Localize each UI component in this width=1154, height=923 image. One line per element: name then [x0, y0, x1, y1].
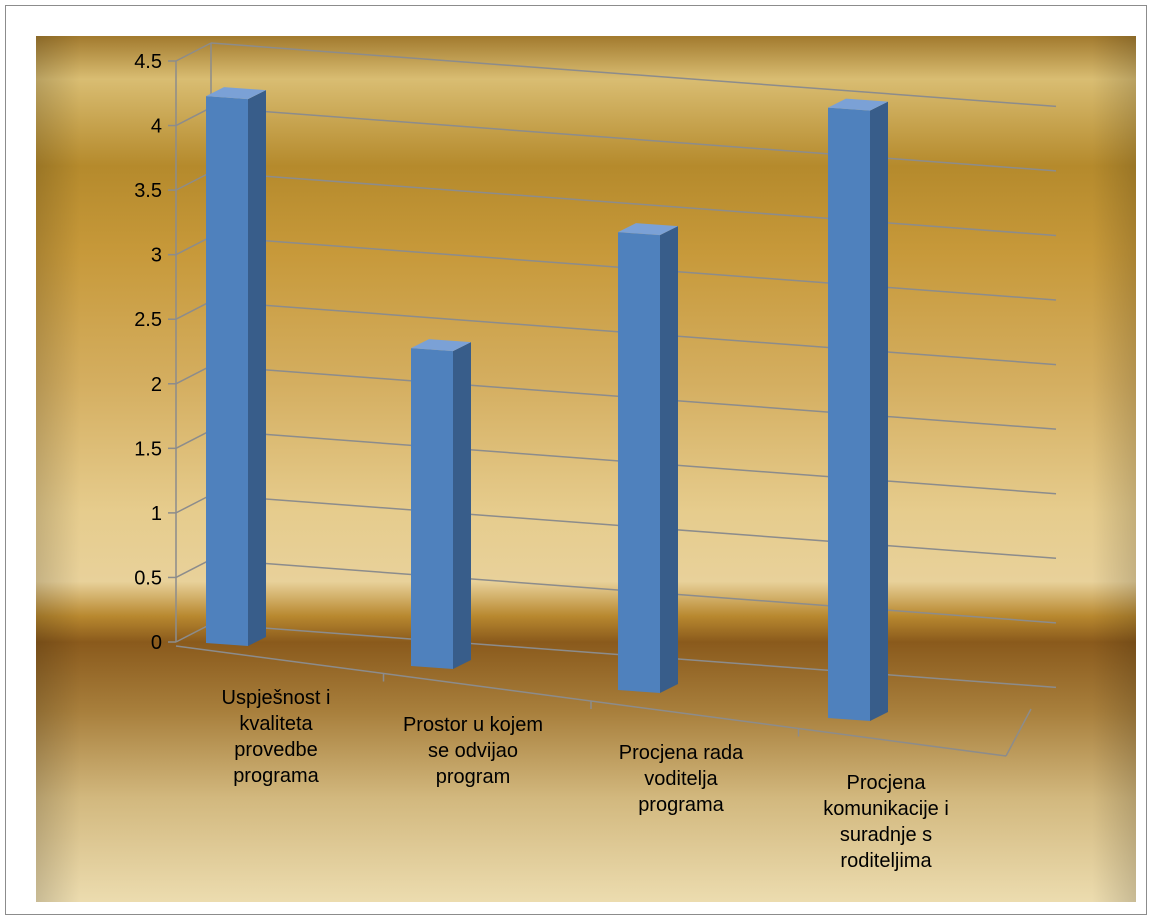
x-tick-label: Uspješnost i kvaliteta provedbe programa [222, 687, 331, 787]
x-tick-label-line: programa [638, 794, 724, 816]
bar-side-3 [870, 101, 888, 721]
labels: 0 0.5 1 1.5 2 2.5 3 3.5 4 4.5 Uspješnost i kvalitet… [134, 51, 949, 872]
bar-front-3 [828, 107, 870, 721]
chart-frame: 0 0.5 1 1.5 2 2.5 3 3.5 4 4.5 Uspješnost i kvalitet… [5, 5, 1147, 915]
gridline-left-9 [175, 42, 212, 62]
gridline-9 [210, 42, 1057, 108]
gridline-left-8 [175, 106, 212, 127]
x-tick-label-line: komunikacije i [823, 798, 949, 820]
y-tick-label: 0.5 [134, 567, 162, 589]
bar-side-0 [248, 90, 266, 646]
x-tick-label-line: programa [233, 765, 319, 787]
x-tick-label-line: Procjena rada [619, 742, 744, 764]
bar-top-1 [411, 339, 471, 352]
chart: 0 0.5 1 1.5 2 2.5 3 3.5 4 4.5 Uspješnost i kvalitet… [36, 36, 1136, 902]
bar-side-2 [660, 226, 678, 693]
y-tick-label: 2 [151, 374, 162, 396]
y-tick-label: 1 [151, 503, 162, 525]
x-tick-label-line: program [436, 766, 510, 788]
x-tick-label-line: Prostor u kojem [403, 714, 543, 736]
gridline-left-3 [175, 429, 212, 450]
x-tick-label: Procjena komunikacije i suradnje s roditelj… [823, 772, 949, 872]
x-tick-label-line: Uspješnost i [222, 687, 331, 709]
x-tick-label: Prostor u kojem se odvijao program [403, 714, 543, 788]
bar-front-0 [206, 96, 248, 646]
gridline-left-5 [175, 300, 212, 320]
bar-side-1 [453, 342, 471, 669]
bar-front-2 [618, 232, 660, 693]
gridline-8 [210, 106, 1057, 172]
y-tick-label: 3.5 [134, 180, 162, 202]
y-tick-label: 3 [151, 245, 162, 267]
gridline-left-6 [175, 235, 212, 256]
gridline-left-7 [175, 171, 212, 191]
gridline-left-0 [175, 623, 212, 643]
gridline-7 [210, 171, 1057, 237]
y-tick-label: 2.5 [134, 309, 162, 331]
x-tick-label-line: Procjena [847, 772, 927, 794]
x-tick-label-line: provedbe [234, 739, 317, 761]
x-tick-label-line: kvaliteta [239, 713, 313, 735]
gridline-left-4 [175, 365, 212, 385]
y-tick-label: 1.5 [134, 438, 162, 460]
bar-front-1 [411, 348, 453, 669]
x-tick-label-line: suradnje s [840, 824, 932, 846]
y-tick-label: 0 [151, 632, 162, 654]
x-axis-right-edge [1005, 708, 1032, 757]
chart-background-shade [36, 36, 1136, 902]
bar-top-2 [618, 223, 678, 236]
bar-top-3 [828, 98, 888, 111]
bar-top-0 [206, 87, 266, 100]
x-tick-label: Procjena rada voditelja programa [619, 742, 744, 816]
gridline-left-2 [175, 494, 212, 514]
x-tick-label-line: voditelja [644, 768, 718, 790]
y-tick-label: 4 [151, 116, 162, 138]
gridline-left-1 [175, 558, 212, 579]
x-tick-label-line: roditeljima [840, 850, 932, 872]
x-tick-label-line: se odvijao [428, 740, 518, 762]
bars [206, 87, 888, 721]
y-tick-label: 4.5 [134, 51, 162, 73]
